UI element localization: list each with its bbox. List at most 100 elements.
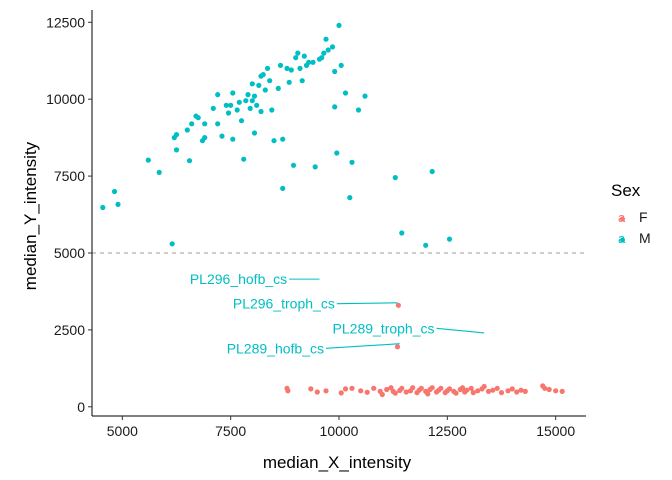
data-point-m: [202, 135, 208, 141]
y-tick-label: 7500: [54, 168, 85, 184]
data-point-f: [559, 388, 565, 394]
data-point-m: [321, 50, 327, 56]
data-point-f: [546, 386, 552, 393]
legend-key-point-f: [620, 216, 625, 222]
data-point-f: [285, 388, 291, 394]
data-point-m: [223, 102, 229, 108]
data-point-m: [254, 102, 260, 108]
data-point-m: [338, 62, 344, 68]
data-point-m: [225, 110, 232, 116]
data-point-m: [251, 93, 258, 99]
data-point-m: [280, 185, 286, 191]
annotation-connector: [436, 327, 485, 334]
data-point-m: [334, 150, 340, 156]
data-point-f: [505, 388, 511, 394]
data-point-m: [399, 230, 405, 236]
data-point-m: [156, 169, 162, 175]
data-point-m: [312, 164, 318, 170]
annotation-label: PL289_troph_cs: [333, 320, 435, 336]
data-point-m: [446, 236, 453, 242]
legend-label-m: M: [639, 230, 651, 246]
data-point-f: [498, 390, 505, 396]
data-point-m: [245, 92, 251, 98]
data-point-f: [464, 387, 470, 393]
y-tick-label: 2500: [54, 322, 85, 338]
data-point-m: [329, 44, 336, 50]
data-point-m: [319, 55, 325, 61]
data-point-m: [243, 98, 249, 104]
data-point-m: [286, 79, 292, 85]
data-point-m: [173, 147, 180, 153]
data-point-m: [249, 98, 255, 104]
data-point-f: [522, 388, 528, 394]
data-point-m: [184, 127, 190, 133]
data-point-m: [202, 121, 208, 127]
data-point-f: [446, 386, 453, 392]
data-point-m: [195, 115, 201, 121]
legend-entry-m: a M: [618, 230, 651, 246]
data-point-m: [332, 68, 338, 75]
x-tick-label: 7500: [215, 423, 246, 439]
data-point-m: [258, 108, 264, 115]
y-axis-title: median_Y_intensity: [21, 141, 40, 290]
data-point-f: [470, 390, 476, 396]
x-tick-label: 10000: [320, 423, 359, 439]
y-tick-label: 12500: [46, 14, 85, 30]
data-point-m: [392, 175, 398, 181]
data-point-m: [234, 107, 240, 113]
data-point-m: [362, 93, 368, 99]
legend-title: Sex: [611, 181, 641, 200]
data-point-f: [338, 390, 344, 396]
data-point-m: [186, 158, 193, 164]
data-point-m: [293, 55, 299, 61]
legend-key-point-m: [620, 237, 625, 243]
data-point-m: [173, 132, 180, 138]
data-point-f: [514, 389, 520, 395]
data-point-m: [284, 65, 290, 71]
data-point-m: [145, 157, 151, 163]
data-point-m: [332, 104, 338, 110]
data-point-m: [349, 159, 355, 165]
x-tick-label: 15000: [536, 423, 575, 439]
data-point-f: [371, 385, 377, 391]
data-point-f: [364, 389, 370, 395]
data-point-f: [323, 388, 329, 394]
data-point-m: [228, 102, 234, 108]
data-point-m: [297, 65, 303, 71]
data-point-m: [241, 156, 247, 162]
annotation-label: PL289_hofb_cs: [227, 340, 324, 356]
data-point-m: [336, 22, 342, 28]
data-point-m: [219, 133, 225, 139]
legend: Sex a F a M: [611, 181, 651, 246]
x-tick-label: 12500: [428, 423, 467, 439]
data-point-m: [347, 195, 353, 201]
ticks-layer: 5000 7500 10000 12500 15000 0 2500 5000 7500 1000…: [46, 14, 575, 439]
data-point-f: [509, 386, 515, 392]
data-point-f: [394, 344, 401, 350]
data-point-f: [553, 388, 559, 394]
data-point-f: [425, 391, 431, 397]
data-point-f: [429, 385, 435, 391]
data-point-m: [169, 241, 175, 247]
data-point-f: [399, 385, 405, 391]
data-point-m: [115, 201, 121, 207]
data-point-m: [189, 121, 195, 127]
data-point-m: [249, 81, 255, 87]
data-point-f: [392, 390, 398, 396]
legend-entry-f: a F: [618, 209, 648, 225]
data-point-m: [230, 136, 236, 142]
data-point-m: [275, 85, 281, 91]
data-point-m: [267, 78, 273, 84]
points-layer: [100, 22, 565, 398]
data-point-f: [542, 385, 548, 391]
data-point-m: [111, 188, 118, 195]
data-point-f: [395, 302, 401, 308]
data-point-m: [295, 50, 301, 56]
y-tick-label: 10000: [46, 91, 85, 107]
data-point-f: [468, 385, 474, 391]
data-point-f: [494, 385, 500, 391]
data-point-m: [264, 65, 271, 71]
data-point-m: [256, 82, 262, 88]
